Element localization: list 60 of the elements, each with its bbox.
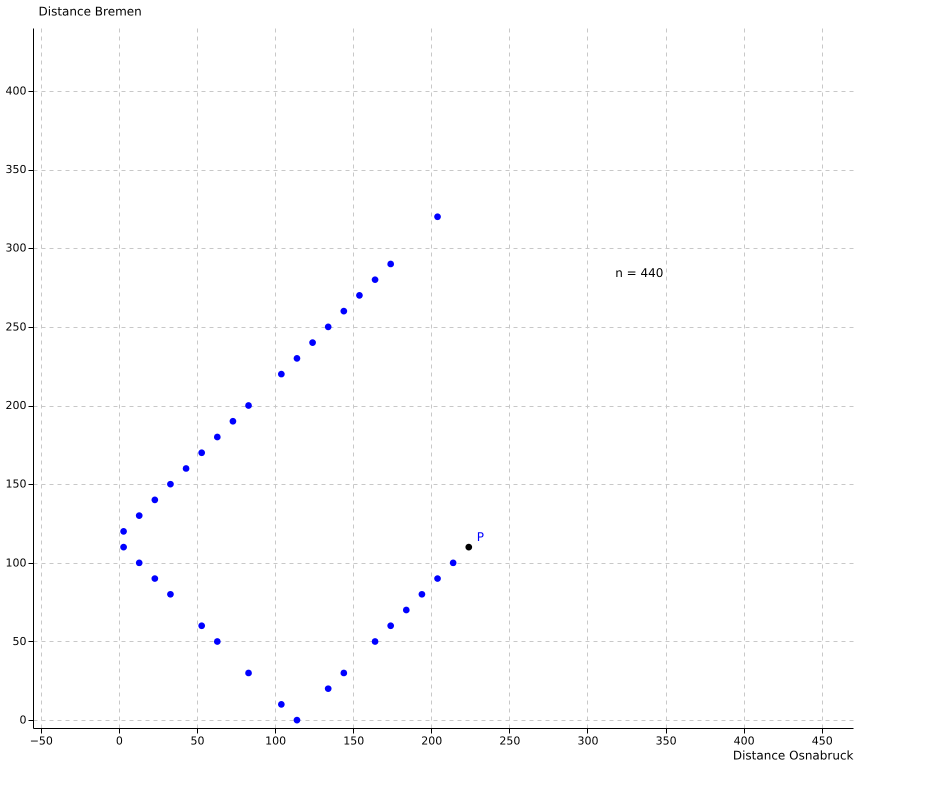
point (434, 575, 441, 582)
point (182, 465, 190, 472)
x-tick-label: 50 (190, 734, 204, 748)
y-tick-label: 100 (6, 556, 26, 570)
y-tick-label: 200 (6, 399, 26, 412)
point (278, 701, 285, 708)
point (151, 496, 158, 504)
x-tick-label: −50 (30, 734, 53, 748)
y-tick-label: 250 (6, 320, 26, 334)
point (402, 606, 410, 614)
y-tick-label: 350 (6, 163, 26, 176)
x-tick-label: 100 (265, 734, 286, 748)
y-tick-label: 0 (20, 714, 26, 727)
annotation: n = 440 (615, 266, 664, 280)
point (372, 638, 378, 645)
point (151, 575, 158, 582)
point (340, 670, 348, 676)
point (136, 559, 143, 566)
point (324, 324, 332, 330)
point (294, 354, 300, 362)
point (372, 276, 378, 284)
point (245, 402, 252, 409)
point (434, 213, 441, 220)
point (356, 292, 363, 299)
x-tick-label: 400 (734, 734, 755, 748)
point (230, 418, 236, 425)
y-axis-title: Distance Bremen (38, 4, 142, 18)
point (167, 590, 174, 598)
x-axis-title: Distance Osnabruck (732, 748, 854, 762)
point (387, 260, 394, 268)
point (214, 434, 221, 440)
y-tick-label: 150 (6, 478, 26, 491)
point (214, 638, 221, 645)
y-tick-label: 300 (6, 242, 26, 255)
point (120, 528, 127, 535)
point (387, 622, 394, 630)
point (120, 544, 127, 550)
point (294, 716, 300, 724)
series-label: P (476, 530, 484, 544)
point (465, 544, 472, 550)
x-tick-label: 0 (116, 734, 123, 748)
point (136, 512, 143, 519)
x-tick-label: 350 (656, 734, 677, 748)
point (340, 308, 348, 314)
x-tick-label: 150 (343, 734, 364, 748)
y-tick-label: 400 (6, 84, 26, 98)
point (450, 559, 457, 566)
point (309, 339, 316, 346)
point (198, 449, 206, 456)
x-tick-label: 250 (499, 734, 520, 748)
point (167, 480, 174, 488)
point (198, 622, 206, 630)
y-tick-label: 50 (12, 634, 26, 648)
point (278, 370, 285, 378)
point (418, 590, 426, 598)
point (324, 685, 332, 692)
x-tick-label: 200 (421, 734, 442, 748)
x-tick-label: 300 (577, 734, 598, 748)
point (245, 670, 252, 676)
x-tick-label: 450 (812, 734, 833, 748)
